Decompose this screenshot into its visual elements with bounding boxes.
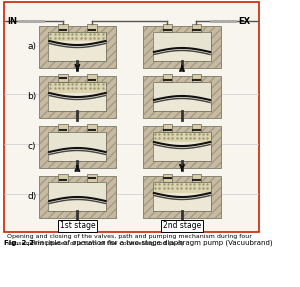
Text: d): d) <box>27 193 37 201</box>
Bar <box>48 201 106 211</box>
Bar <box>58 24 68 32</box>
Bar <box>153 182 211 193</box>
Bar <box>143 26 221 68</box>
Bar <box>4 2 260 232</box>
Bar <box>48 182 106 201</box>
Bar <box>48 132 106 161</box>
Bar <box>153 82 211 100</box>
Bar <box>153 32 211 61</box>
Bar <box>48 93 106 111</box>
Bar <box>39 76 116 118</box>
Text: Fig. 2.2: Fig. 2.2 <box>4 240 34 246</box>
Bar <box>153 182 211 211</box>
Bar <box>163 24 172 32</box>
Bar <box>48 152 106 161</box>
Text: IN: IN <box>7 16 17 26</box>
Text: 1st stage: 1st stage <box>60 222 95 230</box>
Bar <box>87 174 97 182</box>
Bar <box>153 100 211 111</box>
Bar <box>192 174 201 182</box>
Bar <box>143 176 221 218</box>
Bar <box>39 26 116 68</box>
Text: Opening and closing of the valves, path and pumping mechanism during four
subseq: Opening and closing of the valves, path … <box>7 234 252 246</box>
Bar <box>192 74 201 82</box>
Bar <box>39 126 116 168</box>
Bar <box>192 24 201 32</box>
Bar <box>153 193 211 211</box>
Bar <box>163 174 172 182</box>
Text: EX: EX <box>238 16 250 26</box>
Bar <box>58 124 68 132</box>
Bar <box>143 26 221 68</box>
Bar <box>143 126 221 168</box>
Bar <box>39 176 116 218</box>
Bar <box>153 132 211 142</box>
Bar <box>48 132 106 152</box>
Bar <box>143 76 221 118</box>
Bar <box>163 124 172 132</box>
Bar <box>58 74 68 82</box>
Bar <box>58 174 68 182</box>
Bar <box>87 24 97 32</box>
Bar <box>48 182 106 211</box>
Bar <box>143 76 221 118</box>
Text: b): b) <box>27 92 37 102</box>
Bar <box>192 124 201 132</box>
Bar <box>153 32 211 52</box>
Bar <box>87 124 97 132</box>
Bar <box>153 52 211 61</box>
Text: 2nd stage: 2nd stage <box>163 222 201 230</box>
Bar <box>39 126 116 168</box>
Bar <box>48 82 106 93</box>
Bar <box>153 142 211 161</box>
Bar <box>48 41 106 61</box>
Bar <box>143 126 221 168</box>
Bar <box>39 176 116 218</box>
Bar <box>48 32 106 61</box>
Bar <box>143 176 221 218</box>
Bar <box>48 32 106 41</box>
Bar <box>39 76 116 118</box>
Text: Principle of operation for a two-stage diaphragm pump (Vacuubrand): Principle of operation for a two-stage d… <box>31 240 272 247</box>
Text: a): a) <box>27 42 36 51</box>
Bar <box>87 74 97 82</box>
Text: c): c) <box>27 143 36 152</box>
Bar <box>39 26 116 68</box>
Bar <box>163 74 172 82</box>
Bar <box>48 82 106 111</box>
Bar <box>153 82 211 111</box>
Bar <box>153 132 211 161</box>
